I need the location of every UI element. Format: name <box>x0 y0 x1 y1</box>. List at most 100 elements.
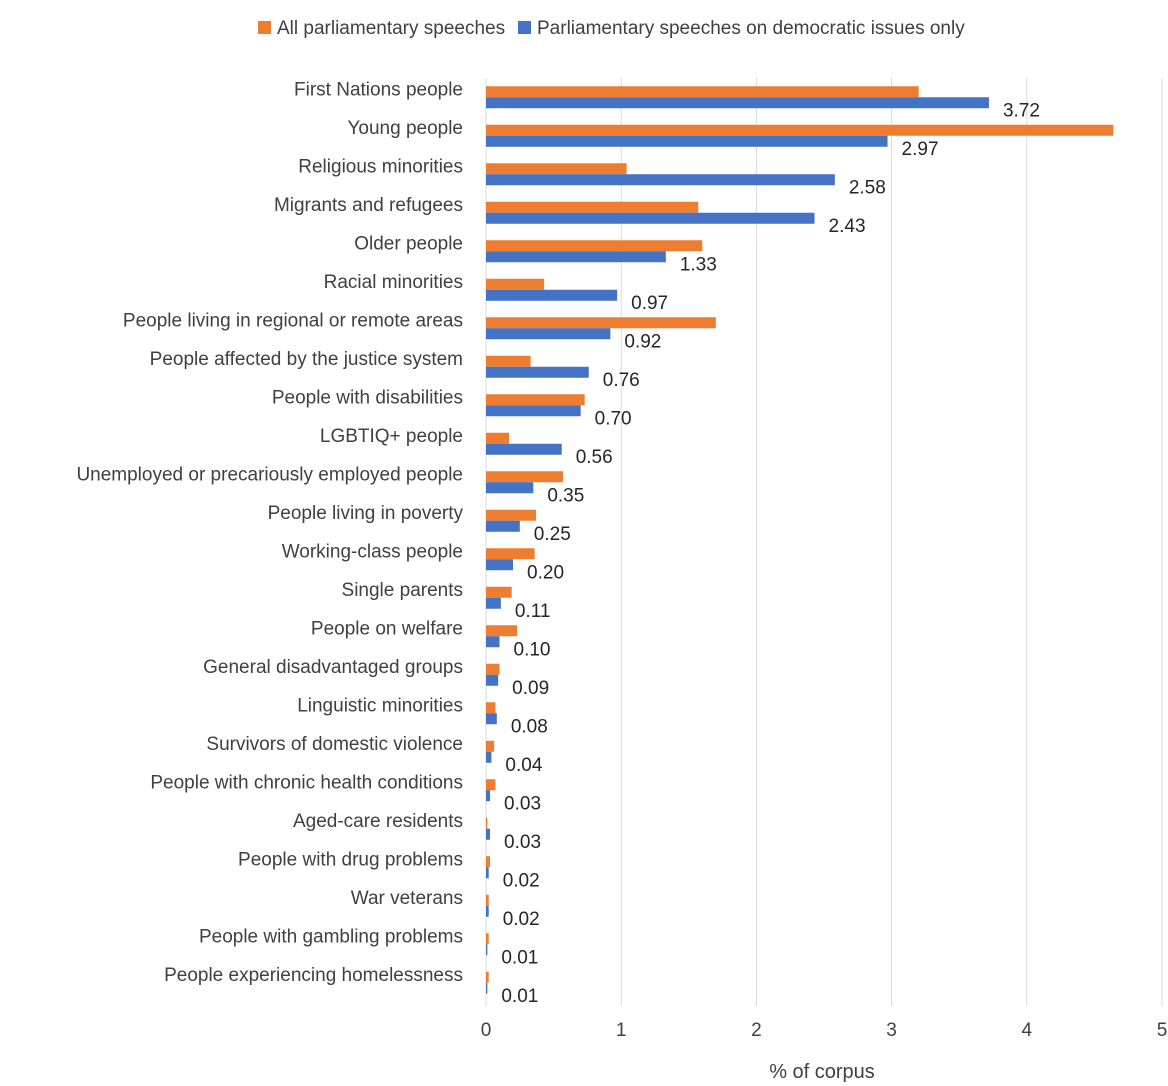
data-label: 0.03 <box>504 793 541 814</box>
bar-democratic-issues <box>486 559 514 571</box>
data-label: 0.56 <box>576 447 613 468</box>
category-label: Unemployed or precariously employed peop… <box>76 464 463 485</box>
data-label: 0.01 <box>501 986 538 1007</box>
bar-all-speeches <box>486 240 703 252</box>
bar-all-speeches <box>486 933 489 945</box>
legend: All parliamentary speeches Parliamentary … <box>258 18 965 39</box>
data-label: 2.97 <box>902 139 939 160</box>
data-label: 0.11 <box>515 601 551 622</box>
data-label: 3.72 <box>1003 100 1040 121</box>
bar-all-speeches <box>486 201 699 213</box>
bar-democratic-issues <box>486 135 888 147</box>
data-label: 0.02 <box>503 909 540 930</box>
category-label: People with gambling problems <box>199 926 463 947</box>
bar-democratic-issues <box>486 905 489 917</box>
x-tick-label: 1 <box>616 1020 627 1041</box>
category-label: People experiencing homelessness <box>164 965 463 986</box>
bar-all-speeches <box>486 432 509 444</box>
data-label: 2.58 <box>849 177 886 198</box>
category-label: First Nations people <box>294 79 463 100</box>
bar-democratic-issues <box>486 867 489 879</box>
bar-democratic-issues <box>486 366 589 378</box>
bar-democratic-issues <box>486 790 491 802</box>
data-label: 2.43 <box>829 216 866 237</box>
data-label: 0.04 <box>505 755 542 776</box>
category-label: War veterans <box>351 888 463 909</box>
category-label: People with chronic health conditions <box>150 772 463 793</box>
category-label: Migrants and refugees <box>274 195 463 216</box>
bar-all-speeches <box>486 394 585 406</box>
x-tick-label: 4 <box>1022 1020 1033 1041</box>
bar-democratic-issues <box>486 828 491 840</box>
bars <box>486 86 1114 994</box>
bar-democratic-issues <box>486 636 500 648</box>
bar-democratic-issues <box>486 289 618 301</box>
data-label: 0.97 <box>631 293 668 314</box>
category-label: People with drug problems <box>238 849 463 870</box>
category-label: Young people <box>347 118 463 139</box>
category-label: Working-class people <box>282 541 463 562</box>
bar-democratic-issues <box>486 597 501 609</box>
category-label: Religious minorities <box>298 156 463 177</box>
bar-democratic-issues <box>486 944 488 956</box>
category-label: LGBTIQ+ people <box>320 426 463 447</box>
bar-all-speeches <box>486 278 545 290</box>
data-label: 0.25 <box>534 524 571 545</box>
bar-democratic-issues <box>486 328 611 340</box>
bar-all-speeches <box>486 817 488 829</box>
bar-all-speeches <box>486 471 564 483</box>
category-label: People living in poverty <box>268 503 464 524</box>
bar-democratic-issues <box>486 443 562 455</box>
bar-all-speeches <box>486 163 627 175</box>
bar-democratic-issues <box>486 520 520 532</box>
bar-all-speeches <box>486 124 1114 136</box>
data-label: 0.35 <box>547 485 584 506</box>
bar-democratic-issues <box>486 97 989 109</box>
bar-democratic-issues <box>486 174 835 186</box>
bar-all-speeches <box>486 509 537 521</box>
data-label: 0.76 <box>603 370 640 391</box>
x-tick-label: 5 <box>1157 1020 1168 1041</box>
legend-label: All parliamentary speeches <box>277 18 505 39</box>
bar-all-speeches <box>486 586 512 598</box>
category-label: General disadvantaged groups <box>203 657 463 678</box>
category-label: Older people <box>354 233 463 254</box>
data-label: 0.09 <box>512 678 549 699</box>
gridlines <box>485 78 1163 1006</box>
data-label: 0.92 <box>624 331 661 352</box>
data-label: 1.33 <box>680 254 717 275</box>
legend-swatch <box>258 21 271 34</box>
bar-democratic-issues <box>486 482 534 494</box>
bar-all-speeches <box>486 971 489 983</box>
bar-democratic-issues <box>486 251 666 263</box>
category-label: Aged-care residents <box>293 811 463 832</box>
legend-label: Parliamentary speeches on democratic iss… <box>537 18 965 39</box>
x-axis-label: % of corpus <box>769 1061 875 1083</box>
x-tick-label: 2 <box>751 1020 762 1041</box>
data-label: 0.08 <box>511 716 548 737</box>
data-labels: 3.72 2.97 2.58 2.43 1.33 0.97 0.92 0.76 0.70 0.56… <box>501 100 1040 1007</box>
x-tick-label: 0 <box>481 1020 492 1041</box>
bar-democratic-issues <box>486 405 581 417</box>
legend-swatch <box>518 21 531 34</box>
x-tick-label: 3 <box>886 1020 897 1041</box>
category-label: Single parents <box>342 580 463 601</box>
data-label: 0.20 <box>527 562 564 583</box>
bar-democratic-issues <box>486 212 815 224</box>
bar-all-speeches <box>486 317 716 329</box>
bar-democratic-issues <box>486 751 492 763</box>
data-label: 0.01 <box>501 947 538 968</box>
category-label: People on welfare <box>311 618 463 639</box>
data-label: 0.02 <box>503 870 540 891</box>
x-axis-ticks: 0 1 2 3 4 5 <box>481 1020 1168 1041</box>
data-label: 0.03 <box>504 832 541 853</box>
bar-all-speeches <box>486 702 496 714</box>
data-label: 0.70 <box>595 408 632 429</box>
category-label: Linguistic minorities <box>297 695 463 716</box>
bar-all-speeches <box>486 779 496 791</box>
bar-all-speeches <box>486 548 535 560</box>
bar-all-speeches <box>486 894 489 906</box>
bar-all-speeches <box>486 856 491 868</box>
category-label: People with disabilities <box>272 387 463 408</box>
